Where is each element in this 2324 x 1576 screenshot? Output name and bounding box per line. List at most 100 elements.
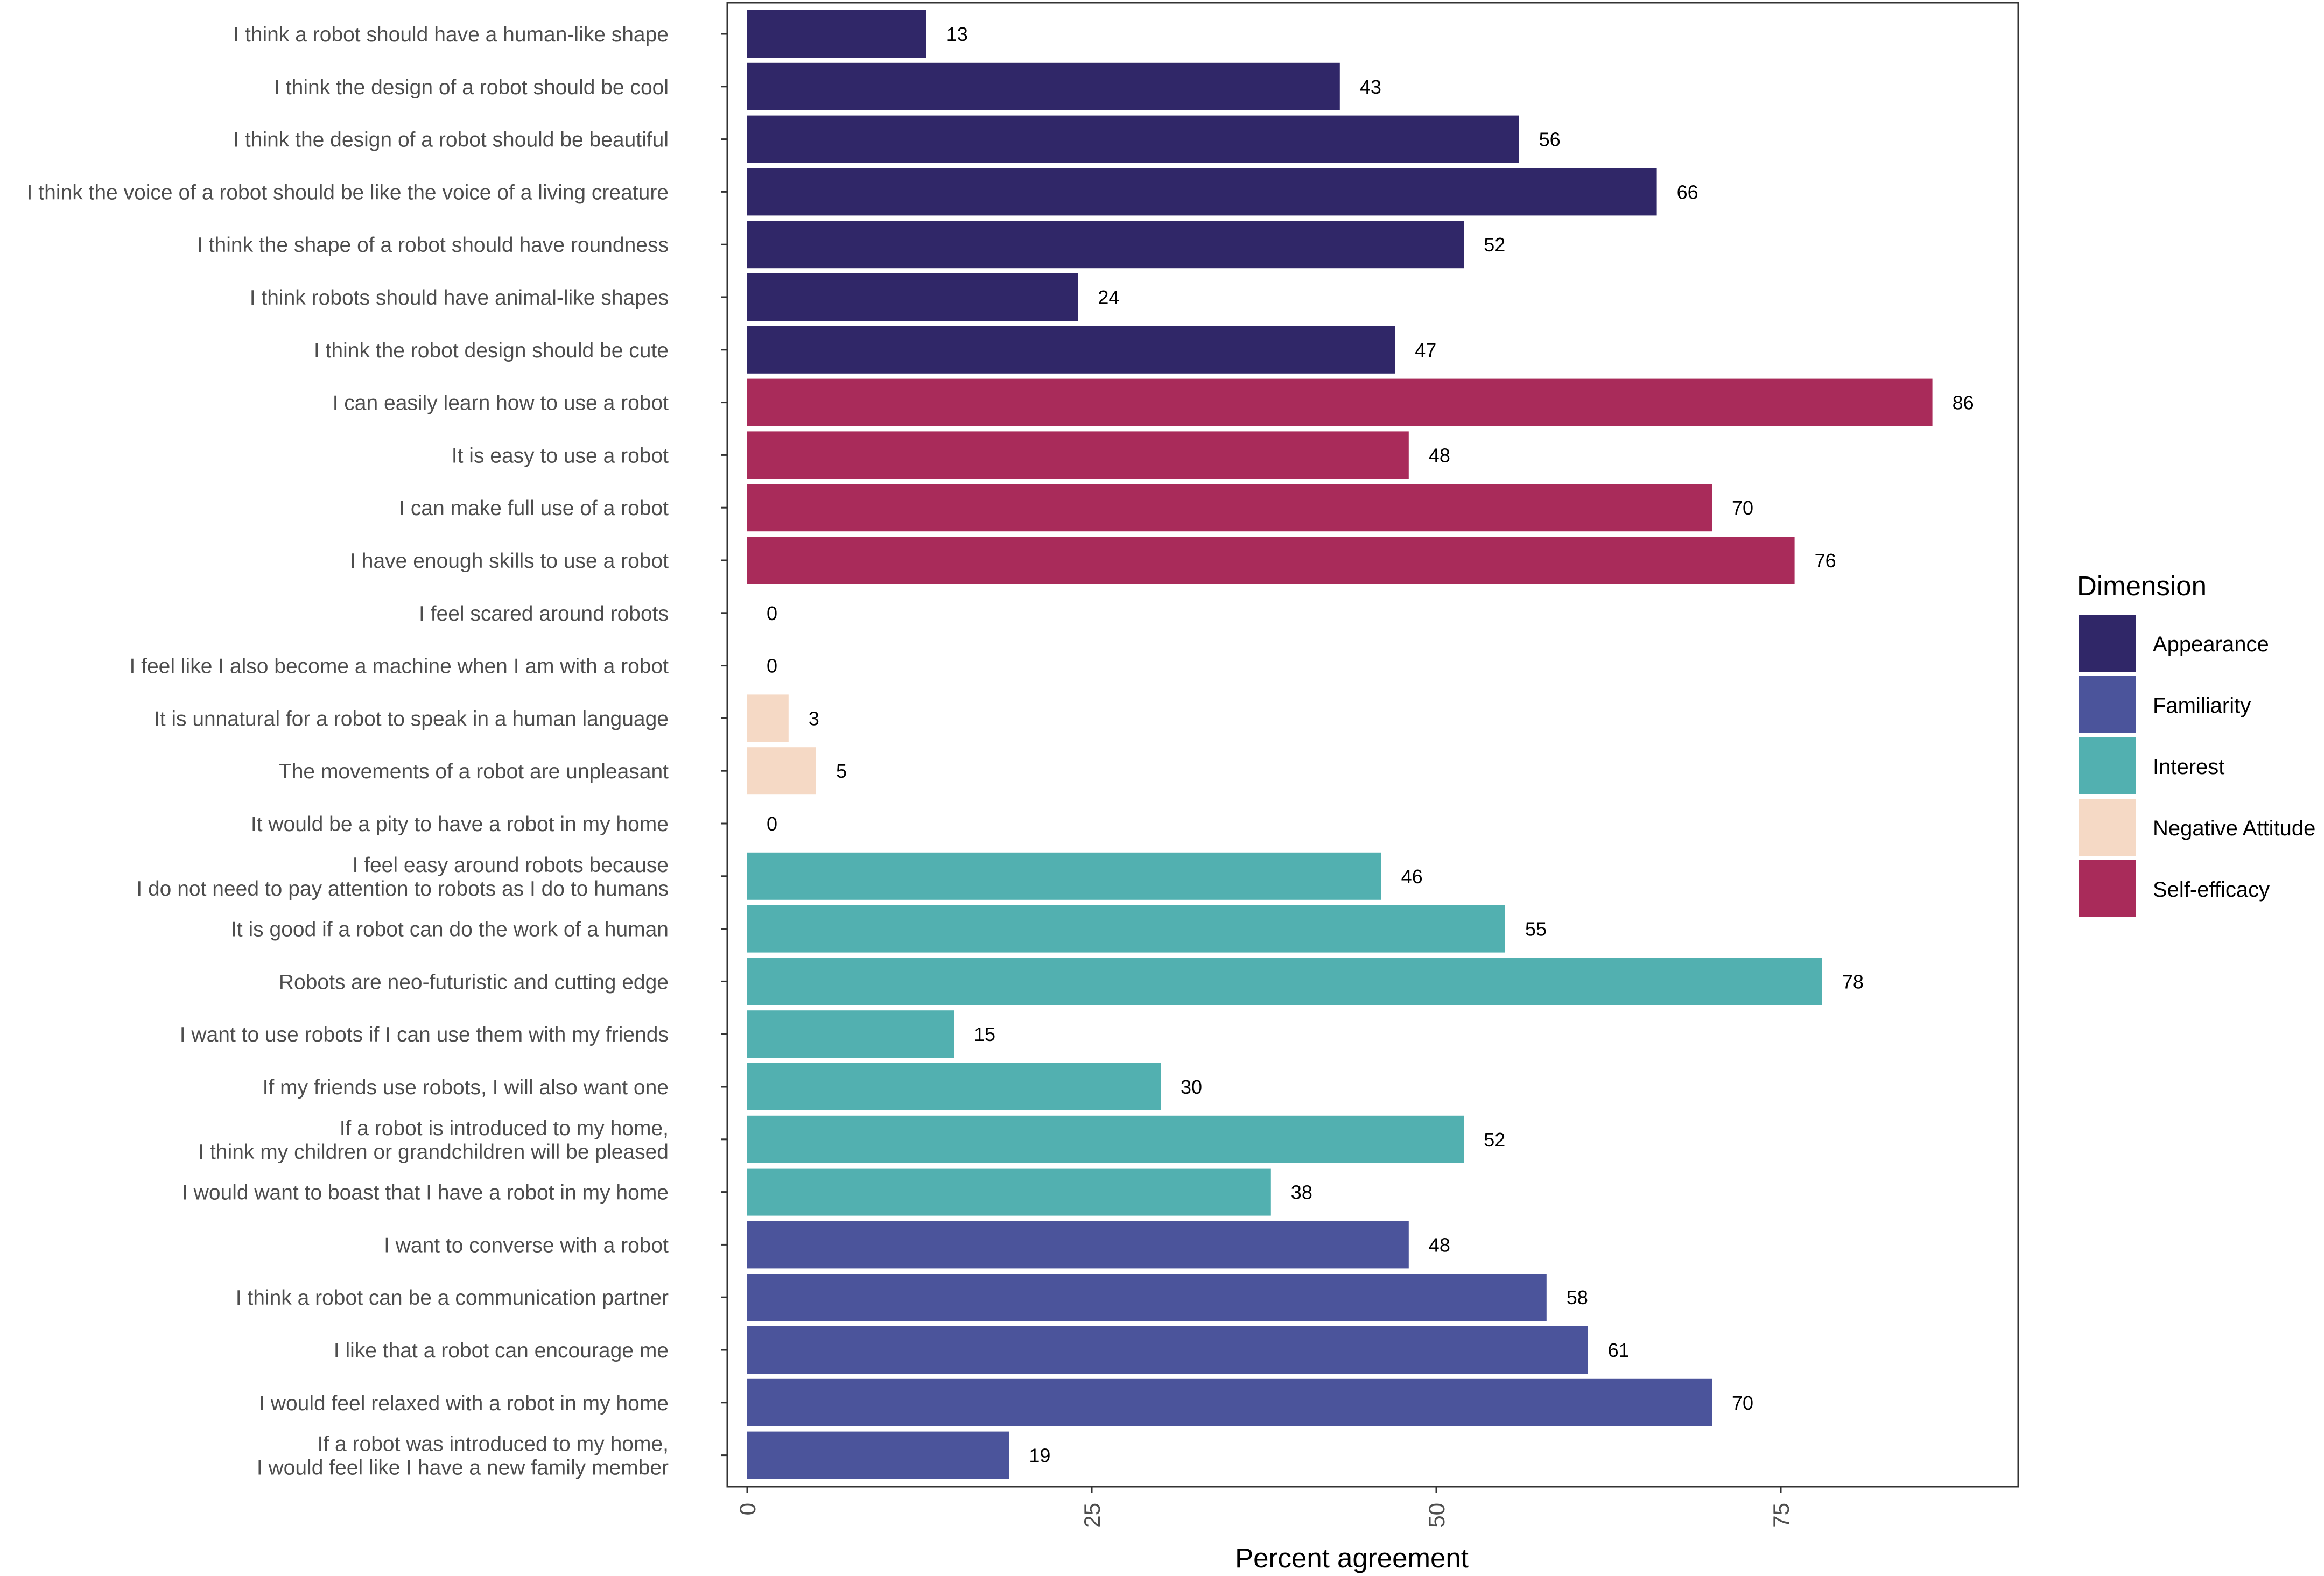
y-tick-label-line: I think a robot can be a communication p…: [236, 1286, 669, 1310]
data-label: 0: [767, 655, 777, 677]
y-tick-label-line: If my friends use robots, I will also wa…: [263, 1076, 669, 1099]
data-label: 19: [1029, 1445, 1050, 1467]
y-tick-label-line: The movements of a robot are unpleasant: [279, 760, 669, 783]
bar: [747, 1063, 1161, 1110]
data-label: 46: [1401, 866, 1423, 888]
bar: [747, 747, 816, 795]
legend-key: [2079, 676, 2136, 733]
y-tick-label: It is unnatural for a robot to speak in …: [154, 707, 669, 730]
data-label: 3: [809, 707, 819, 729]
y-tick-label-line: I think the design of a robot should be …: [274, 76, 669, 99]
legend-label: Self-efficacy: [2153, 878, 2270, 902]
legend-label: Appearance: [2153, 632, 2269, 656]
y-tick-label: I like that a robot can encourage me: [334, 1339, 669, 1362]
data-label: 55: [1525, 918, 1547, 940]
bar: [747, 1010, 954, 1058]
bar: [747, 852, 1381, 900]
y-tick-label: It is easy to use a robot: [452, 444, 669, 467]
bar: [747, 62, 1340, 110]
data-label: 56: [1539, 129, 1561, 151]
data-label: 78: [1842, 970, 1864, 993]
bar: [747, 221, 1464, 269]
y-tick-label: Robots are neo-futuristic and cutting ed…: [279, 970, 669, 994]
y-tick-label-line: I like that a robot can encourage me: [334, 1339, 669, 1362]
y-tick-label-line: I would feel like I have a new family me…: [257, 1457, 669, 1480]
y-tick-label-line: I can make full use of a robot: [399, 497, 669, 520]
data-label: 70: [1732, 497, 1753, 519]
y-tick-label-line: It is good if a robot can do the work of…: [231, 918, 669, 941]
data-label: 52: [1484, 234, 1505, 256]
bar: [747, 115, 1519, 163]
y-tick-label: It would be a pity to have a robot in my…: [251, 813, 669, 836]
y-tick-label-line: I think the robot design should be cute: [314, 339, 669, 362]
bar: [747, 1431, 1009, 1479]
y-tick-label-line: I want to use robots if I can use them w…: [180, 1023, 669, 1046]
data-label: 58: [1567, 1286, 1588, 1308]
data-label: 0: [767, 602, 777, 624]
plot-panel: [726, 2, 2019, 1488]
y-tick-label: I think a robot can be a communication p…: [236, 1286, 669, 1310]
y-tick-label-line: I think the design of a robot should be …: [233, 129, 669, 152]
x-axis-title: Percent agreement: [1235, 1543, 1469, 1573]
bar: [747, 537, 1795, 584]
y-tick-label-line: I can easily learn how to use a robot: [333, 392, 669, 415]
y-tick-label-line: I think a robot should have a human-like…: [233, 23, 669, 46]
y-tick-label: I think the shape of a robot should have…: [197, 234, 669, 257]
bar: [747, 958, 1822, 1005]
y-tick-label: If a robot was introduced to my home, I w…: [257, 1433, 669, 1480]
bars-layer: [747, 10, 1933, 1479]
bar: [747, 905, 1505, 953]
y-tick-label: I feel easy around robots because I do no…: [136, 854, 669, 900]
data-label: 52: [1484, 1129, 1505, 1151]
bar: [747, 378, 1933, 426]
bar: [747, 326, 1395, 374]
data-label: 48: [1429, 1234, 1450, 1256]
data-label: 38: [1291, 1181, 1312, 1204]
bar: [747, 168, 1657, 216]
y-tick-label-line: If a robot is introduced to my home,: [340, 1117, 669, 1140]
y-tick-label-line: I have enough skills to use a robot: [350, 550, 669, 573]
y-tick-label-line: It is easy to use a robot: [452, 444, 669, 467]
bar: [747, 431, 1409, 479]
data-label: 24: [1098, 286, 1119, 308]
value-labels: 13 43 56 66 52 24 47 86 48 70 76 0 0 3 5 0 46 55 78 15 30 52 3…: [767, 23, 1974, 1467]
y-tick-label: If a robot is introduced to my home, I th…: [198, 1117, 669, 1164]
y-tick-label: I think the design of a robot should be …: [274, 76, 669, 99]
y-tick-label: I can easily learn how to use a robot: [333, 392, 669, 415]
y-tick-label-line: I think the voice of a robot should be l…: [27, 181, 669, 204]
data-label: 66: [1677, 181, 1698, 203]
legend: Dimension Appearance Familiarity Interest N…: [2077, 571, 2315, 917]
data-label: 70: [1732, 1392, 1753, 1414]
x-tick-label: 25: [1079, 1503, 1105, 1528]
bar: [747, 10, 926, 58]
data-label: 48: [1429, 444, 1450, 466]
y-tick-label-line: I feel like I also become a machine when…: [129, 655, 669, 678]
data-label: 15: [974, 1023, 995, 1045]
y-tick-label-line: I think the shape of a robot should have…: [197, 234, 669, 257]
bar: [747, 694, 789, 742]
y-tick-label: I would want to boast that I have a robo…: [182, 1181, 669, 1205]
x-axis: 0 25 50 75: [735, 1487, 1794, 1528]
bar: [747, 1115, 1464, 1163]
bar: [747, 1221, 1409, 1269]
y-tick-label-line: I feel scared around robots: [419, 602, 669, 625]
y-tick-label-line: I would feel relaxed with a robot in my …: [259, 1392, 669, 1415]
y-tick-label: I think the voice of a robot should be l…: [27, 181, 669, 204]
data-label: 61: [1608, 1339, 1630, 1361]
bar: [747, 484, 1712, 532]
y-tick-label-line: It would be a pity to have a robot in my…: [251, 813, 669, 836]
y-tick-label: It is good if a robot can do the work of…: [231, 918, 669, 941]
y-tick-label-line: I think my children or grandchildren wil…: [198, 1141, 669, 1164]
y-tick-label: I think a robot should have a human-like…: [233, 23, 669, 46]
data-label: 47: [1415, 339, 1436, 361]
y-tick-label-line: Robots are neo-futuristic and cutting ed…: [279, 970, 669, 994]
y-tick-label: I want to use robots if I can use them w…: [180, 1023, 669, 1046]
legend-key: [2079, 799, 2136, 856]
bar: [747, 1274, 1547, 1321]
y-tick-label-line: I want to converse with a robot: [384, 1234, 669, 1257]
y-tick-label: I would feel relaxed with a robot in my …: [259, 1392, 669, 1415]
data-label: 13: [946, 23, 968, 45]
y-tick-label: The movements of a robot are unpleasant: [279, 760, 669, 783]
legend-key: [2079, 737, 2136, 794]
